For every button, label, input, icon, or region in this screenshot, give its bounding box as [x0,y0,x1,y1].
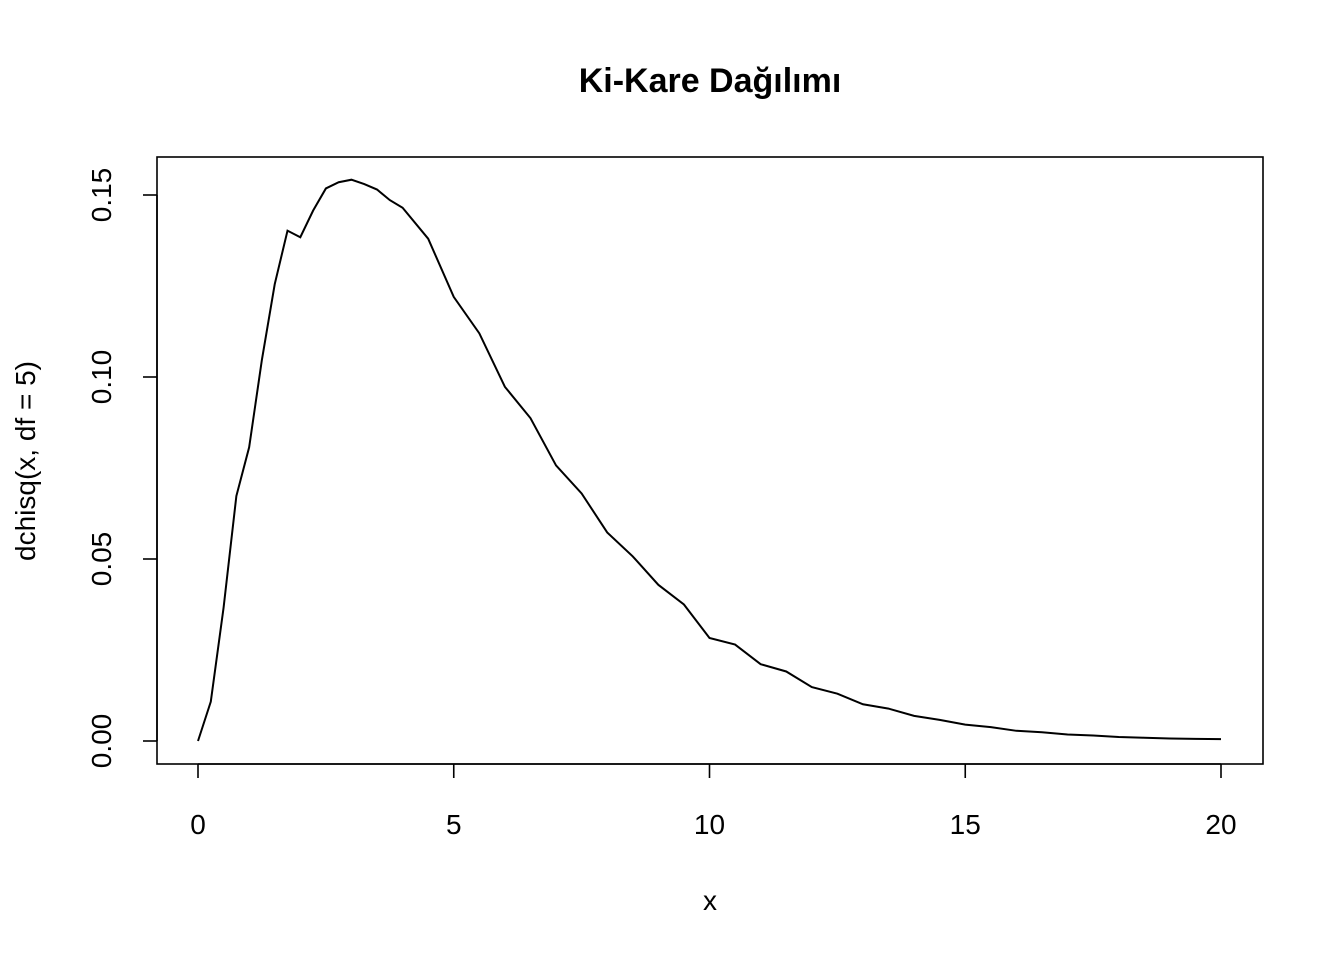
x-tick-label: 10 [694,809,725,840]
x-tick-label: 5 [446,809,462,840]
chart-title: Ki-Kare Dağılımı [579,62,842,100]
y-axis: 0.00 0.05 0.10 0.15 [86,168,158,769]
y-tick-label: 0.05 [86,532,117,587]
density-curve [197,178,1222,742]
x-axis: 0 5 10 15 20 [190,763,1237,840]
x-axis-label: x [703,885,717,916]
x-tick-label: 0 [190,809,206,840]
y-tick-label: 0.00 [86,714,117,769]
y-tick-label: 0.15 [86,168,117,223]
plot-area-box [156,156,1264,765]
y-axis-label: dchisq(x, df = 5) [10,361,41,561]
y-tick-label: 0.10 [86,350,117,405]
x-tick-label: 15 [950,809,981,840]
x-tick-label: 20 [1205,809,1236,840]
